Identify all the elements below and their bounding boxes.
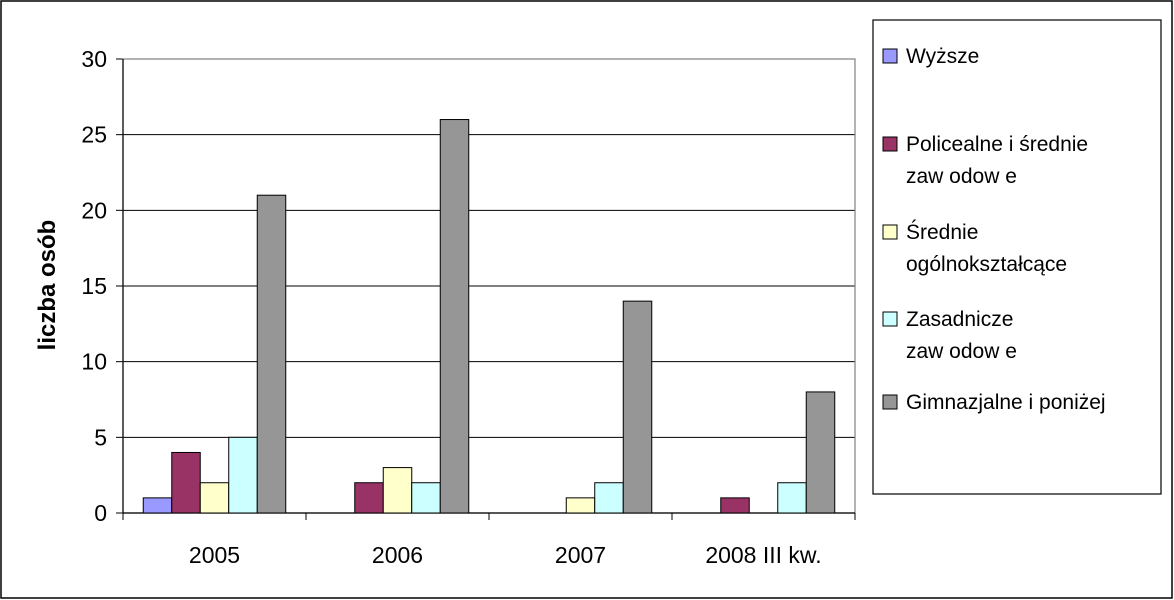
- bar: [228, 436, 258, 514]
- bar: [354, 482, 384, 514]
- y-tick-label: 10: [81, 349, 107, 375]
- bar: [805, 391, 836, 514]
- y-tick-label: 0: [94, 500, 107, 526]
- x-tick-label: 2006: [372, 542, 423, 568]
- legend-label: Gimnazjalne i poniżej: [906, 391, 1106, 414]
- y-tick-label: 25: [81, 122, 107, 148]
- bar: [594, 482, 624, 514]
- x-tick-label: 2007: [555, 542, 606, 568]
- bar: [777, 482, 807, 514]
- legend-label: Średnie ogólnokształcące: [906, 220, 1067, 276]
- x-tick-label: 2008 III kw.: [705, 542, 821, 568]
- legend-swatch: [882, 224, 898, 240]
- legend-label: Zasadnicze zaw odow e: [906, 308, 1017, 363]
- bar: [256, 194, 287, 514]
- x-tick-label: 2005: [189, 542, 240, 568]
- legend-swatch: [882, 136, 898, 152]
- plot-area: 0 5 10 15 20 25 30 2005 2006 2007 2008 III kw.: [81, 46, 856, 568]
- bar: [199, 482, 230, 514]
- legend-box: [872, 19, 1162, 495]
- legend-swatch: [882, 311, 898, 327]
- y-tick-label: 30: [81, 46, 107, 72]
- bar: [565, 497, 596, 514]
- legend-swatch: [882, 394, 898, 410]
- y-tick-label: 20: [81, 197, 107, 223]
- legend-label: Policealne i średnie zaw odow e: [906, 133, 1088, 188]
- legend-label: Wyższe: [906, 45, 979, 68]
- legend-swatch: [882, 48, 898, 64]
- bar: [439, 119, 470, 514]
- bar: [411, 482, 441, 514]
- bar: [382, 467, 413, 514]
- y-tick-label: 15: [81, 273, 107, 299]
- bar: [171, 451, 201, 514]
- bar: [142, 497, 173, 514]
- y-tick-label: 5: [94, 424, 107, 450]
- bar: [720, 497, 750, 514]
- legend: Wyższe Policealne i średnie zaw odow e Śred…: [872, 19, 1162, 495]
- y-axis-label: liczba osób: [34, 220, 61, 351]
- bar: [622, 300, 653, 514]
